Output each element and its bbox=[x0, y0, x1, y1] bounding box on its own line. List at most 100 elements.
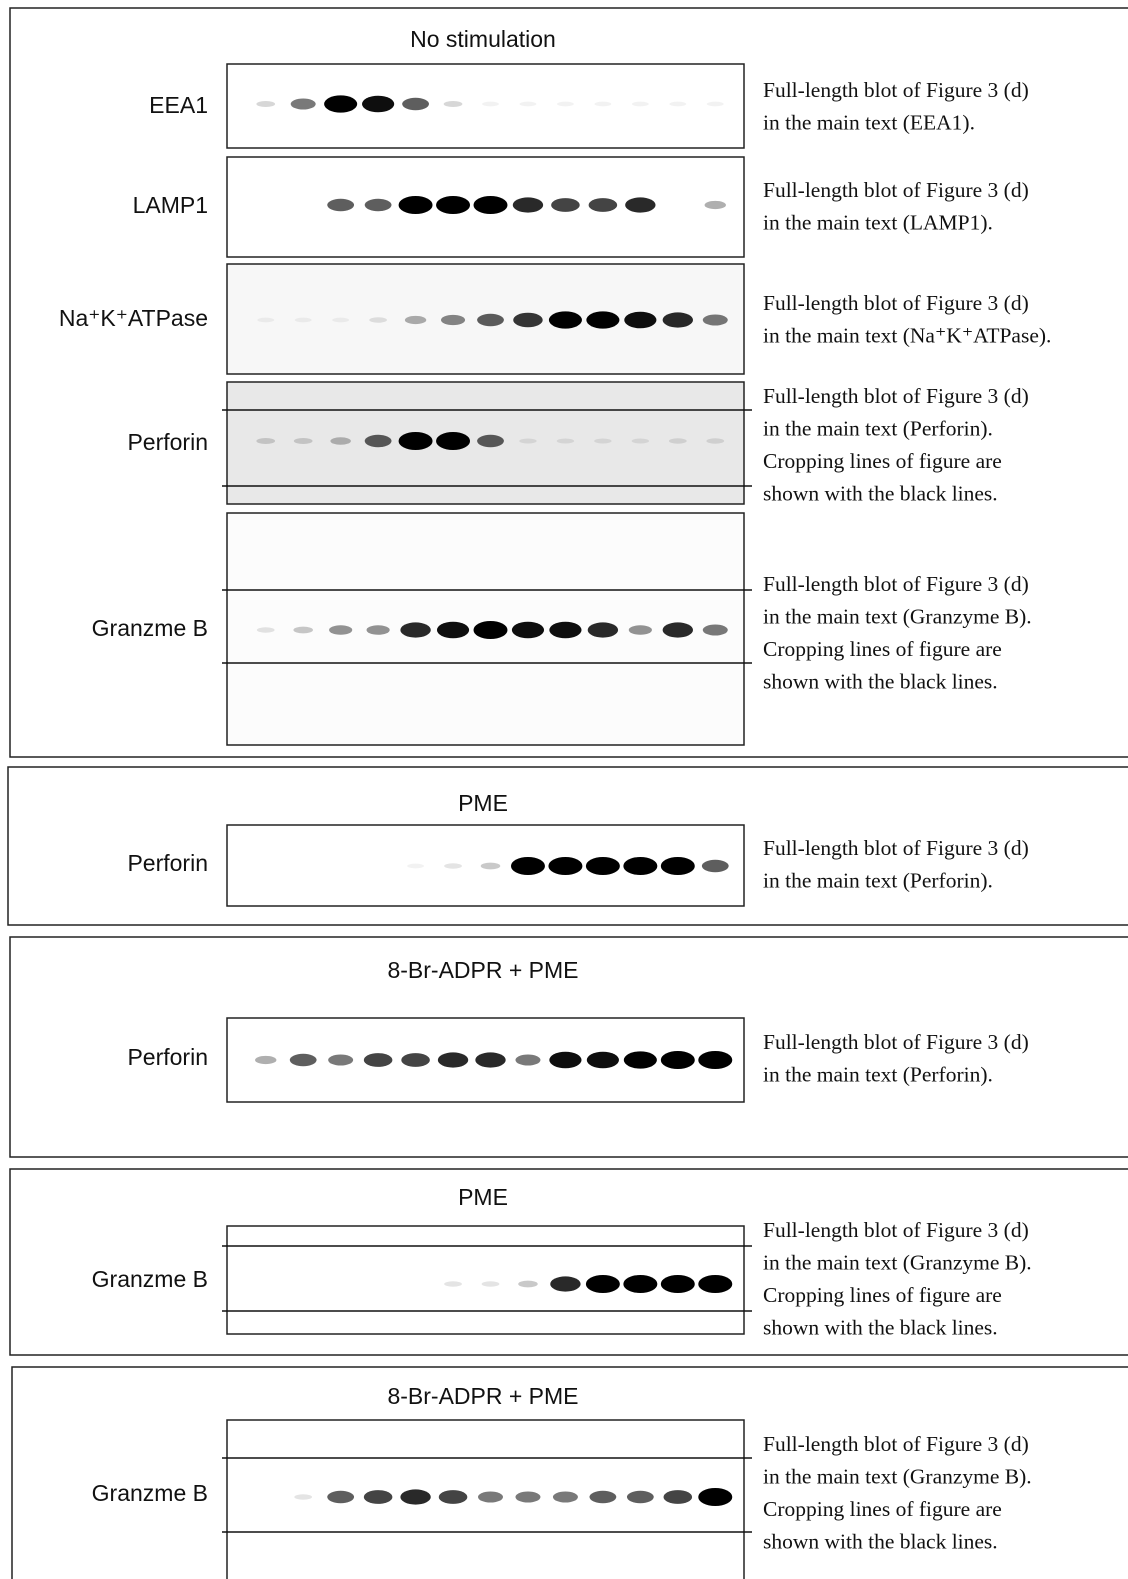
row-caption: in the main text (Perforin). bbox=[763, 868, 993, 892]
blot-image bbox=[226, 1225, 745, 1335]
blot-band bbox=[362, 95, 395, 113]
blot-band bbox=[330, 437, 351, 445]
blot-band bbox=[549, 1051, 582, 1069]
panel-title: PME bbox=[458, 1184, 508, 1210]
blot-band bbox=[549, 621, 582, 639]
row-caption: in the main text (Na⁺K⁺ATPase). bbox=[763, 323, 1051, 347]
row-label: EEA1 bbox=[149, 92, 208, 118]
row-caption: shown with the black lines. bbox=[763, 1315, 998, 1339]
blot-band bbox=[364, 434, 392, 448]
row-caption: in the main text (EEA1). bbox=[763, 110, 975, 134]
panel-border bbox=[9, 7, 1128, 758]
blot-band bbox=[332, 317, 350, 323]
panel-border bbox=[7, 766, 1128, 926]
blot-band bbox=[443, 100, 463, 108]
panel: 8-Br-ADPR + PME Granzme B Full-length blot… bbox=[11, 1366, 1128, 1579]
panel-border bbox=[11, 1366, 1128, 1579]
blot-band bbox=[660, 857, 695, 875]
blot-band bbox=[663, 1490, 693, 1504]
panel: PME Perforin Full-length blot of Figure 3 … bbox=[7, 766, 1128, 926]
blot-band bbox=[444, 863, 462, 869]
blot-band bbox=[631, 101, 649, 107]
blot-band bbox=[668, 438, 687, 444]
blot-image bbox=[226, 263, 745, 375]
blot-band bbox=[437, 1052, 469, 1068]
blot-band bbox=[327, 1490, 355, 1504]
blot-band bbox=[327, 198, 355, 212]
row-label: Granzme B bbox=[92, 1266, 208, 1292]
blot-band bbox=[624, 311, 657, 329]
row-caption: Cropping lines of figure are bbox=[763, 1497, 1002, 1521]
blot-band bbox=[551, 198, 580, 212]
blot-band bbox=[706, 101, 724, 107]
blot-image bbox=[226, 512, 745, 746]
blot-band bbox=[698, 1051, 733, 1069]
blot-band bbox=[631, 438, 650, 444]
blot-band bbox=[623, 857, 658, 875]
row-label: Na⁺K⁺ATPase bbox=[59, 305, 208, 331]
panel-title: No stimulation bbox=[410, 26, 556, 52]
blot-band bbox=[586, 1051, 619, 1069]
row-caption: Full-length blot of Figure 3 (d) bbox=[763, 1218, 1029, 1242]
row-caption: Full-length blot of Figure 3 (d) bbox=[763, 836, 1029, 860]
row-caption: Full-length blot of Figure 3 (d) bbox=[763, 384, 1029, 408]
blot-band bbox=[660, 1275, 695, 1293]
blot-band bbox=[407, 863, 425, 869]
row-caption: Full-length blot of Figure 3 (d) bbox=[763, 291, 1029, 315]
blot-band bbox=[515, 1491, 541, 1503]
blot-band bbox=[400, 622, 431, 638]
blot-band bbox=[660, 1051, 695, 1069]
blot-band bbox=[628, 625, 652, 635]
row-caption: Cropping lines of figure are bbox=[763, 1283, 1002, 1307]
panel-border bbox=[9, 1168, 1128, 1356]
row-label: Perforin bbox=[127, 850, 208, 876]
blot-band bbox=[552, 1491, 578, 1503]
blot-band bbox=[475, 1052, 506, 1068]
row-caption: Full-length blot of Figure 3 (d) bbox=[763, 1432, 1029, 1456]
blot-band bbox=[704, 200, 726, 210]
blot-band bbox=[363, 1490, 393, 1504]
blot-band bbox=[481, 1281, 500, 1287]
blot-image bbox=[226, 824, 745, 907]
blot-band bbox=[589, 1490, 617, 1504]
row-caption: Full-length blot of Figure 3 (d) bbox=[763, 178, 1029, 202]
row-caption: in the main text (Granzyme B). bbox=[763, 604, 1032, 628]
blot-band bbox=[369, 317, 388, 323]
blot-band bbox=[625, 197, 656, 213]
blot-band bbox=[556, 438, 575, 444]
panel-title: PME bbox=[458, 790, 508, 816]
row-caption: Full-length blot of Figure 3 (d) bbox=[763, 1030, 1029, 1054]
blot-band bbox=[477, 313, 504, 327]
blot-band bbox=[294, 1494, 313, 1500]
blot-band bbox=[594, 438, 612, 444]
panel: 8-Br-ADPR + PME Perforin Full-length blot … bbox=[9, 936, 1128, 1158]
blot-band bbox=[289, 1053, 317, 1067]
panel: PME Granzme B Full-length blot of Figure 3… bbox=[9, 1168, 1128, 1356]
row-label: Granzme B bbox=[92, 615, 208, 641]
row-caption: in the main text (Granzyme B). bbox=[763, 1464, 1032, 1488]
blot-band bbox=[364, 198, 392, 212]
blot-band bbox=[702, 314, 728, 326]
blot-band bbox=[623, 1275, 658, 1293]
blot-band bbox=[257, 317, 275, 323]
blot-band bbox=[518, 1280, 538, 1288]
blot-band bbox=[404, 315, 427, 325]
blot-band bbox=[440, 314, 466, 326]
blot-band bbox=[436, 621, 470, 639]
blot-band bbox=[706, 438, 725, 444]
blot-band bbox=[255, 1055, 277, 1065]
blot-band bbox=[701, 859, 729, 873]
blot-band bbox=[623, 1051, 657, 1069]
blot-band bbox=[473, 196, 508, 214]
blot-band bbox=[669, 101, 687, 107]
blot-band bbox=[662, 312, 694, 328]
blot-band bbox=[585, 1275, 620, 1293]
row-label: LAMP1 bbox=[133, 192, 208, 218]
blot-band bbox=[626, 1490, 654, 1504]
blot-band bbox=[473, 621, 508, 639]
blot-band bbox=[702, 624, 728, 636]
blot-band bbox=[548, 311, 582, 329]
blot-band bbox=[662, 622, 694, 638]
